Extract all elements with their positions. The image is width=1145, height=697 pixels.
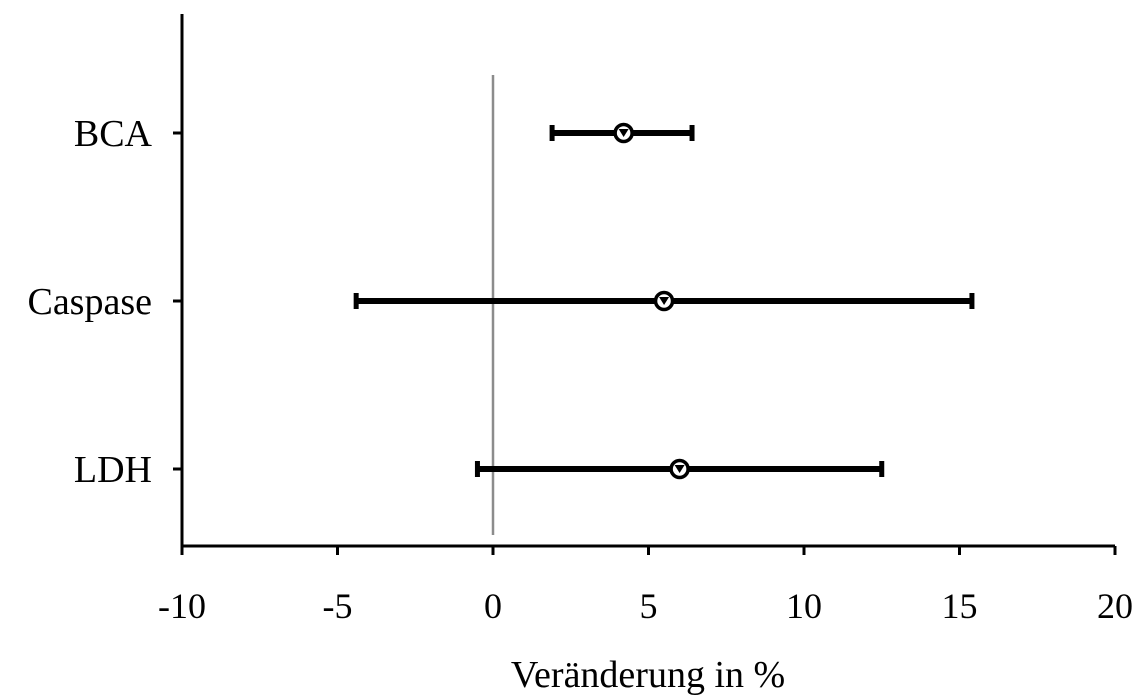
category-label: BCA (74, 113, 153, 155)
x-tick-label: 20 (1097, 586, 1133, 626)
category-label: Caspase (27, 281, 152, 323)
x-tick-label: 10 (786, 586, 822, 626)
point-estimate-glyph (618, 129, 629, 137)
x-tick-label: 15 (942, 586, 978, 626)
x-tick-label: 0 (484, 586, 502, 626)
point-estimate-glyph (674, 465, 685, 473)
x-tick-label: -5 (323, 586, 353, 626)
x-axis-title: Veränderung in % (511, 654, 785, 696)
point-estimate-glyph (659, 297, 670, 305)
x-tick-label: 5 (640, 586, 658, 626)
category-label: LDH (74, 449, 152, 491)
x-tick-label: -10 (158, 586, 206, 626)
